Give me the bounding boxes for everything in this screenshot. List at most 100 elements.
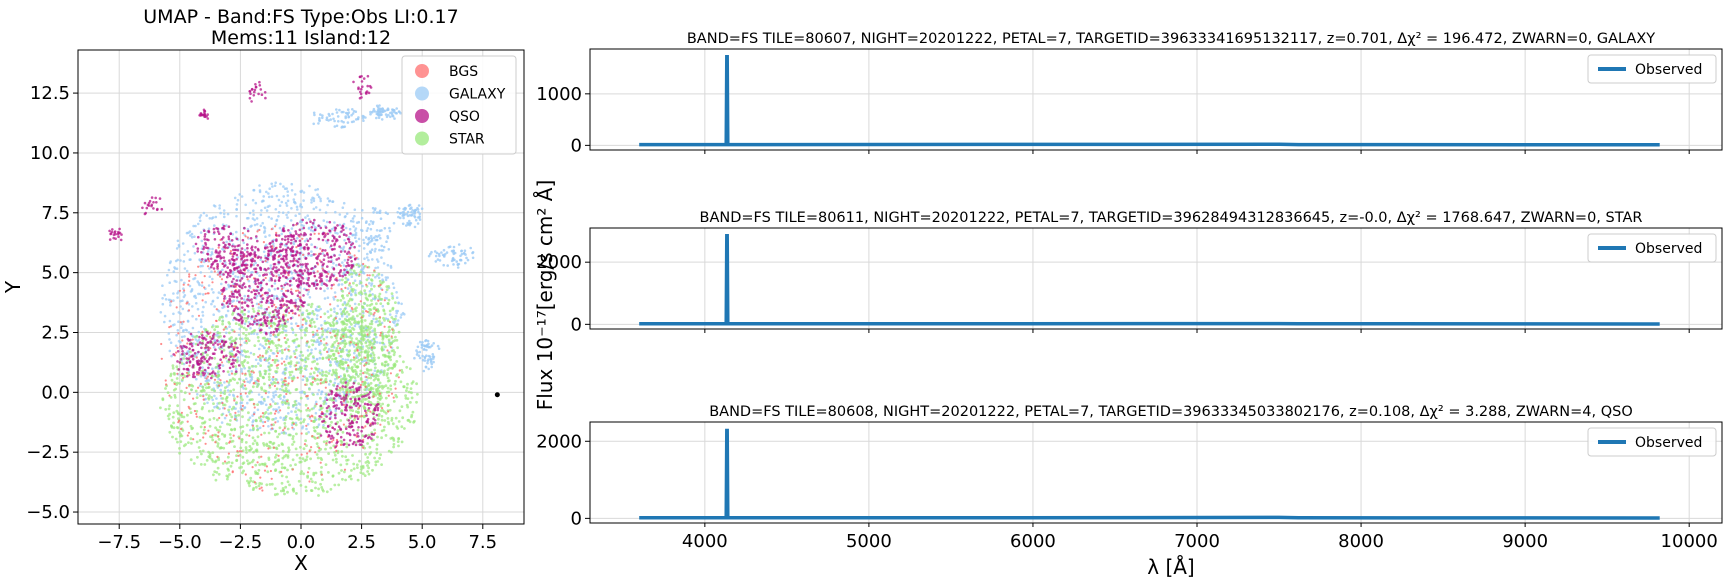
umap-point: [216, 442, 220, 445]
umap-point: [371, 329, 374, 333]
umap-point: [202, 421, 206, 425]
umap-point: [341, 357, 345, 361]
umap-point: [198, 415, 202, 419]
umap-point: [327, 347, 331, 351]
umap-point: [381, 304, 385, 308]
umap-point: [420, 207, 424, 210]
umap-point: [233, 418, 236, 421]
umap-point: [285, 295, 288, 299]
umap-point: [295, 232, 298, 235]
umap-point: [167, 417, 171, 421]
umap-point: [219, 379, 222, 382]
umap-point: [185, 269, 189, 273]
umap-point: [217, 435, 220, 438]
umap-point: [203, 368, 207, 372]
umap-point: [359, 372, 362, 376]
umap-point: [259, 213, 263, 217]
umap-point: [241, 354, 244, 357]
umap-point: [168, 394, 171, 397]
umap-point: [316, 188, 320, 191]
umap-point: [391, 331, 395, 335]
umap-point: [330, 440, 333, 443]
umap-point: [267, 431, 271, 435]
umap-point: [201, 293, 205, 296]
umap-point: [214, 215, 218, 219]
umap-point: [385, 390, 389, 394]
umap-point: [180, 326, 183, 330]
umap-point: [260, 486, 263, 489]
umap-point: [262, 195, 266, 198]
umap-point: [223, 295, 226, 298]
umap-point: [278, 276, 282, 280]
umap-point: [187, 331, 191, 334]
umap-point: [368, 293, 372, 297]
umap-point: [211, 247, 214, 251]
umap-point: [260, 300, 263, 304]
umap-point: [376, 324, 380, 327]
umap-point: [269, 241, 272, 245]
umap-point: [280, 306, 283, 309]
umap-point: [161, 397, 165, 401]
umap-point: [247, 279, 251, 283]
umap-point: [375, 116, 378, 120]
umap-point: [287, 240, 290, 244]
umap-point: [218, 416, 221, 420]
umap-point: [338, 245, 341, 248]
umap-point: [319, 252, 322, 256]
umap-point: [306, 262, 309, 266]
umap-point: [281, 287, 284, 290]
umap-point: [325, 442, 328, 445]
umap-point: [335, 449, 338, 452]
umap-point: [272, 463, 275, 466]
umap-point: [177, 311, 181, 314]
umap-point: [369, 381, 373, 385]
umap-point: [182, 357, 186, 360]
umap-point: [280, 348, 284, 352]
umap-point: [301, 457, 305, 461]
umap-point: [355, 263, 359, 267]
umap-point: [324, 386, 327, 389]
umap-point: [316, 309, 319, 312]
umap-point: [275, 355, 278, 358]
umap-point: [207, 348, 210, 352]
umap-point: [289, 365, 292, 368]
umap-point: [199, 382, 202, 385]
umap-point: [194, 338, 198, 341]
umap-point: [199, 320, 203, 324]
umap-point: [292, 422, 295, 425]
umap-point: [291, 458, 295, 462]
umap-point: [221, 315, 224, 319]
umap-point: [378, 457, 381, 460]
umap-point: [220, 340, 224, 344]
umap-point: [316, 340, 320, 344]
umap-point: [332, 298, 336, 301]
umap-point: [302, 447, 306, 451]
umap-point: [247, 339, 251, 342]
umap-point: [300, 223, 303, 227]
umap-point: [428, 355, 432, 359]
umap-point: [280, 384, 284, 388]
umap-point: [408, 219, 411, 223]
umap-point: [295, 279, 298, 282]
umap-point: [225, 474, 229, 478]
umap-point: [258, 463, 262, 467]
umap-point: [301, 358, 305, 362]
umap-point: [345, 391, 349, 394]
umap-point: [387, 248, 391, 251]
umap-point: [312, 253, 316, 256]
umap-point: [256, 336, 260, 339]
umap-point: [333, 381, 337, 385]
umap-point: [379, 109, 383, 112]
umap-point: [254, 277, 257, 281]
umap-point: [216, 331, 220, 335]
umap-point: [195, 440, 199, 444]
umap-point: [159, 406, 162, 410]
umap-point: [422, 348, 426, 351]
umap-point: [282, 224, 286, 228]
umap-point: [379, 370, 382, 374]
umap-point: [315, 403, 318, 406]
umap-point: [258, 356, 262, 360]
umap-point: [333, 307, 336, 310]
umap-point: [341, 303, 345, 307]
umap-point: [339, 378, 343, 381]
